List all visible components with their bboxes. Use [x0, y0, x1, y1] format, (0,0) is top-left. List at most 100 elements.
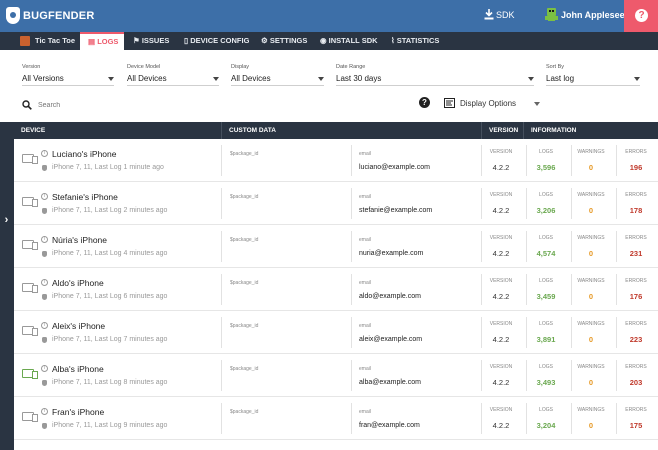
- errors-count[interactable]: 178: [629, 206, 643, 215]
- warnings-count[interactable]: 0: [588, 163, 594, 172]
- errors-label: ERRORS: [625, 278, 647, 284]
- logs-count[interactable]: 3,459: [536, 292, 556, 301]
- errors-label: ERRORS: [625, 407, 647, 413]
- display-filter-label: Display: [231, 64, 250, 70]
- info-icon[interactable]: i: [41, 322, 48, 329]
- chevron-down-icon[interactable]: [213, 77, 219, 81]
- warnings-count[interactable]: 0: [588, 292, 594, 301]
- search-input[interactable]: [38, 99, 408, 111]
- tab-settings[interactable]: ⚙ SETTINGS: [261, 32, 307, 50]
- tab-issues-label: ISSUES: [141, 36, 170, 45]
- header-custom-data[interactable]: CUSTOM DATA: [229, 127, 276, 134]
- top-bar: BUGFENDER SDK John Appleseed ?: [0, 0, 658, 32]
- device-name[interactable]: Aldo's iPhone: [52, 278, 104, 288]
- errors-count[interactable]: 223: [629, 335, 643, 344]
- divider: [351, 403, 352, 434]
- tab-install-sdk[interactable]: ◉ INSTALL SDK: [320, 32, 378, 50]
- custom-data-key: $package_id: [230, 409, 259, 415]
- search-icon[interactable]: [22, 100, 32, 110]
- custom-data-key: $package_id: [230, 237, 259, 243]
- help-icon[interactable]: ?: [419, 97, 430, 108]
- divider: [221, 274, 222, 305]
- logs-count[interactable]: 3,596: [536, 163, 556, 172]
- table-row[interactable]: i Fran's iPhone iPhone 7, 11, Last Log 9…: [14, 397, 658, 440]
- errors-count[interactable]: 175: [629, 421, 643, 430]
- header-version[interactable]: VERSION: [489, 127, 519, 134]
- warnings-label: WARNINGS: [577, 278, 605, 284]
- logs-tab-icon: ▤: [88, 37, 96, 46]
- table-row[interactable]: i Luciano's iPhone iPhone 7, 11, Last Lo…: [14, 139, 658, 182]
- device-name[interactable]: Núria's iPhone: [52, 235, 108, 245]
- display-options-icon[interactable]: [444, 98, 455, 108]
- device-name[interactable]: Alba's iPhone: [52, 364, 104, 374]
- chevron-down-icon[interactable]: [528, 77, 534, 81]
- errors-count[interactable]: 176: [629, 292, 643, 301]
- errors-count[interactable]: 196: [629, 163, 643, 172]
- header-information[interactable]: INFORMATION: [531, 127, 577, 134]
- chevron-down-icon[interactable]: [534, 102, 540, 106]
- info-icon[interactable]: i: [41, 365, 48, 372]
- warnings-count[interactable]: 0: [588, 206, 594, 215]
- device-model-filter[interactable]: All Devices: [127, 74, 167, 83]
- device-name[interactable]: Fran's iPhone: [52, 407, 105, 417]
- sidebar-toggle[interactable]: [0, 139, 14, 450]
- errors-count[interactable]: 231: [629, 249, 643, 258]
- user-avatar-icon[interactable]: [545, 7, 558, 23]
- device-name[interactable]: Luciano's iPhone: [52, 149, 117, 159]
- tab-statistics[interactable]: ⌇ STATISTICS: [391, 32, 439, 50]
- table-header: DEVICE CUSTOM DATA VERSION INFORMATION: [0, 122, 658, 139]
- info-icon[interactable]: i: [41, 408, 48, 415]
- warnings-label: WARNINGS: [577, 149, 605, 155]
- info-icon[interactable]: i: [41, 150, 48, 157]
- warnings-count[interactable]: 0: [588, 378, 594, 387]
- warnings-count[interactable]: 0: [588, 421, 594, 430]
- display-options-button[interactable]: Display Options: [460, 99, 517, 108]
- tab-device-config[interactable]: ▯ DEVICE CONFIG: [184, 32, 249, 50]
- device-details: iPhone 7, 11, Last Log 6 minutes ago: [52, 293, 168, 300]
- divider: [616, 145, 617, 176]
- warnings-count[interactable]: 0: [588, 335, 594, 344]
- app-icon: [20, 36, 30, 46]
- chevron-right-icon[interactable]: ›: [4, 214, 9, 226]
- info-icon[interactable]: i: [41, 236, 48, 243]
- warnings-count[interactable]: 0: [588, 249, 594, 258]
- sort-by-filter[interactable]: Last log: [546, 74, 575, 83]
- logs-count[interactable]: 3,204: [536, 421, 556, 430]
- divider: [351, 360, 352, 391]
- table-row[interactable]: i Núria's iPhone iPhone 7, 11, Last Log …: [14, 225, 658, 268]
- sdk-download-link[interactable]: SDK: [496, 10, 515, 20]
- errors-count[interactable]: 203: [629, 378, 643, 387]
- divider: [351, 317, 352, 348]
- info-icon[interactable]: i: [41, 193, 48, 200]
- version-filter[interactable]: All Versions: [22, 74, 64, 83]
- download-icon[interactable]: [484, 9, 494, 20]
- device-name[interactable]: Aleix's iPhone: [52, 321, 106, 331]
- tab-logs[interactable]: ▤ LOGS: [80, 32, 124, 50]
- chevron-down-icon[interactable]: [318, 77, 324, 81]
- logs-count[interactable]: 3,891: [536, 335, 556, 344]
- tab-issues[interactable]: ⚑ ISSUES: [133, 32, 169, 50]
- table-row[interactable]: i Aleix's iPhone iPhone 7, 11, Last Log …: [14, 311, 658, 354]
- logs-count[interactable]: 4,574: [536, 249, 556, 258]
- info-icon[interactable]: i: [41, 279, 48, 286]
- chevron-down-icon[interactable]: [634, 77, 640, 81]
- help-button[interactable]: ?: [624, 0, 658, 32]
- logs-count[interactable]: 3,493: [536, 378, 556, 387]
- table-row[interactable]: i Stefanie's iPhone iPhone 7, 11, Last L…: [14, 182, 658, 225]
- bugfender-logo-icon[interactable]: [6, 7, 20, 24]
- divider: [221, 231, 222, 262]
- version-value: 4.2.2: [492, 292, 510, 301]
- errors-label: ERRORS: [625, 235, 647, 241]
- chevron-down-icon[interactable]: [108, 77, 114, 81]
- user-name[interactable]: John Appleseed: [561, 10, 631, 20]
- header-device[interactable]: DEVICE: [21, 127, 46, 134]
- date-range-filter[interactable]: Last 30 days: [336, 74, 382, 83]
- app-selector[interactable]: Tic Tac Toe: [35, 36, 76, 45]
- logs-count[interactable]: 3,206: [536, 206, 556, 215]
- table-row[interactable]: i Alba's iPhone iPhone 7, 11, Last Log 8…: [14, 354, 658, 397]
- display-filter[interactable]: All Devices: [231, 74, 271, 83]
- chart-icon: ⌇: [391, 36, 395, 45]
- device-name[interactable]: Stefanie's iPhone: [52, 192, 118, 202]
- table-row[interactable]: i Aldo's iPhone iPhone 7, 11, Last Log 6…: [14, 268, 658, 311]
- brand-name[interactable]: BUGFENDER: [23, 10, 95, 22]
